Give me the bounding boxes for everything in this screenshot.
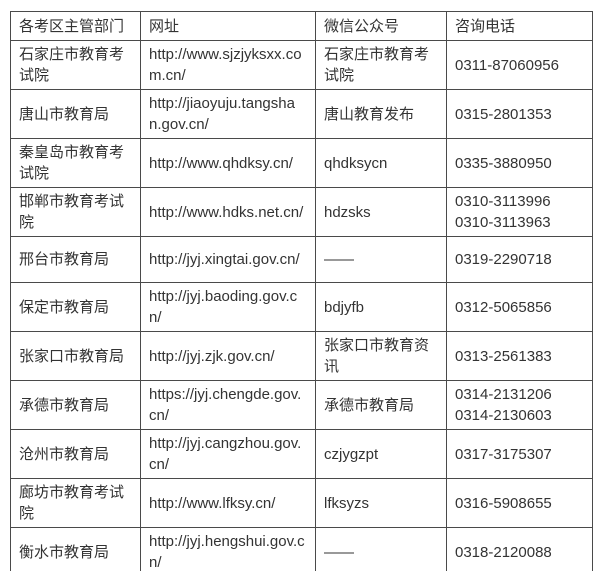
phone-number: 0311-87060956 [455,56,559,74]
cell-phone: 0335-3880950 [446,138,593,188]
column-header-phone: 咨询电话 [446,11,593,41]
cell-phone: 0318-2120088 [446,527,593,571]
cell-phone: 0317-3175307 [446,429,593,479]
cell-website-url: http://jyj.zjk.gov.cn/ [140,331,316,381]
cell-wechat-account: qhdksycn [315,138,447,188]
table-row: 唐山市教育局 http://jiaoyuju.tangshan.gov.cn/ … [10,89,593,139]
cell-phone: 0319-2290718 [446,236,593,283]
cell-phone: 0313-2561383 [446,331,593,381]
table-row: 衡水市教育局 http://jyj.hengshui.gov.cn/ —— 03… [10,527,593,571]
table-row: 邢台市教育局 http://jyj.xingtai.gov.cn/ —— 031… [10,236,593,283]
cell-website-url: https://jyj.chengde.gov.cn/ [140,380,316,430]
cell-wechat-account: —— [315,527,447,571]
phone-number: 0319-2290718 [455,251,552,268]
cell-phone: 0312-5065856 [446,282,593,332]
phone-number: 0313-2561383 [455,347,552,365]
cell-website-url: http://jyj.xingtai.gov.cn/ [140,236,316,283]
cell-wechat-account: czjygzpt [315,429,447,479]
table-row: 承德市教育局 https://jyj.chengde.gov.cn/ 承德市教育… [10,380,593,430]
phone-number: 0312-5065856 [455,298,552,316]
cell-department: 承德市教育局 [10,380,141,430]
header-row: 各考区主管部门 网址 微信公众号 咨询电话 [10,11,593,41]
phone-number: 0335-3880950 [455,154,552,172]
cell-phone: 0315-2801353 [446,89,593,139]
cell-website-url: http://jyj.hengshui.gov.cn/ [140,527,316,571]
cell-department: 石家庄市教育考试院 [10,40,141,90]
exam-authority-contact-table: 各考区主管部门 网址 微信公众号 咨询电话 石家庄市教育考试院 http://w… [10,11,593,571]
cell-website-url: http://www.hdks.net.cn/ [140,187,316,237]
column-header-wechat: 微信公众号 [315,11,447,41]
cell-department: 邯郸市教育考试院 [10,187,141,237]
cell-department: 保定市教育局 [10,282,141,332]
table-row: 沧州市教育局 http://jyj.cangzhou.gov.cn/ czjyg… [10,429,593,479]
phone-number: 0314-2130603 [455,407,552,424]
phone-number: 0315-2801353 [455,105,552,123]
column-header-website: 网址 [140,11,316,41]
phone-number: 0310-3113963 [455,214,551,231]
phone-number: 0317-3175307 [455,445,552,463]
phone-number: 0318-2120088 [455,543,552,561]
phone-number: 0316-5908655 [455,494,552,512]
table-row: 邯郸市教育考试院 http://www.hdks.net.cn/ hdzsks … [10,187,593,237]
cell-department: 沧州市教育局 [10,429,141,479]
cell-website-url: http://www.lfksy.cn/ [140,478,316,528]
cell-department: 秦皇岛市教育考试院 [10,138,141,188]
cell-wechat-account: 张家口市教育资讯 [315,331,447,381]
cell-wechat-account: bdjyfb [315,282,447,332]
cell-website-url: http://jyj.baoding.gov.cn/ [140,282,316,332]
cell-department: 张家口市教育局 [10,331,141,381]
cell-wechat-account: hdzsks [315,187,447,237]
table-row: 石家庄市教育考试院 http://www.sjzjyksxx.com.cn/ 石… [10,40,593,90]
cell-wechat-account: 石家庄市教育考试院 [315,40,447,90]
cell-phone: 0310-3113996 0310-3113963 [446,187,593,237]
phone-number: 0314-2131206 [455,386,552,403]
cell-phone: 0316-5908655 [446,478,593,528]
table-row: 保定市教育局 http://jyj.baoding.gov.cn/ bdjyfb… [10,282,593,332]
cell-department: 廊坊市教育考试院 [10,478,141,528]
table-body: 石家庄市教育考试院 http://www.sjzjyksxx.com.cn/ 石… [10,40,593,571]
cell-wechat-account: 承德市教育局 [315,380,447,430]
cell-department: 衡水市教育局 [10,527,141,571]
cell-wechat-account: —— [315,236,447,283]
cell-wechat-account: lfksyzs [315,478,447,528]
cell-department: 邢台市教育局 [10,236,141,283]
cell-website-url: http://jiaoyuju.tangshan.gov.cn/ [140,89,316,139]
cell-website-url: http://jyj.cangzhou.gov.cn/ [140,429,316,479]
cell-website-url: http://www.sjzjyksxx.com.cn/ [140,40,316,90]
cell-website-url: http://www.qhdksy.cn/ [140,138,316,188]
table-row: 廊坊市教育考试院 http://www.lfksy.cn/ lfksyzs 03… [10,478,593,528]
phone-number: 0310-3113996 [455,193,551,210]
cell-phone: 0314-2131206 0314-2130603 [446,380,593,430]
table-row: 张家口市教育局 http://jyj.zjk.gov.cn/ 张家口市教育资讯 … [10,331,593,381]
cell-phone: 0311-87060956 [446,40,593,90]
table-row: 秦皇岛市教育考试院 http://www.qhdksy.cn/ qhdksycn… [10,138,593,188]
column-header-department: 各考区主管部门 [10,11,141,41]
cell-wechat-account: 唐山教育发布 [315,89,447,139]
cell-department: 唐山市教育局 [10,89,141,139]
